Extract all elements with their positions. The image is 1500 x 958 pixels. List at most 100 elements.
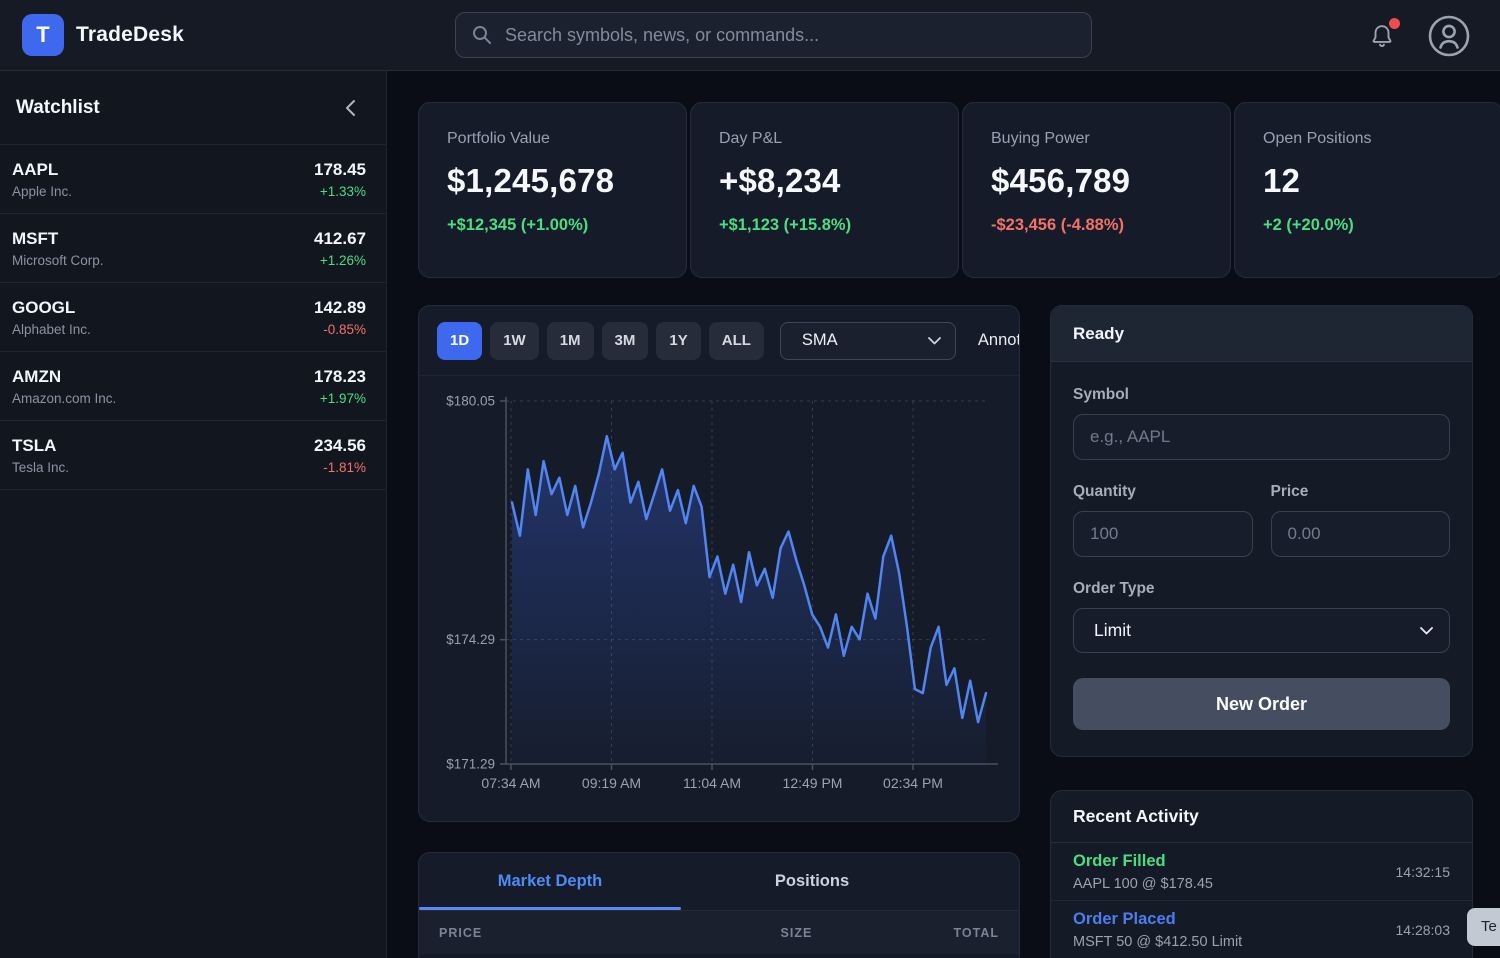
search-input[interactable] — [493, 24, 1091, 46]
chevron-down-icon — [1420, 626, 1433, 634]
company-name: Amazon.com Inc. — [12, 390, 117, 406]
stat-change: +$1,123 (+15.8%) — [719, 216, 852, 234]
chevron-down-icon — [928, 336, 941, 344]
range-button-1w[interactable]: 1W — [490, 321, 539, 360]
symbol: AMZN — [12, 366, 62, 386]
notification-badge — [1389, 17, 1400, 29]
company-name: Apple Inc. — [12, 183, 73, 199]
range-button-1m[interactable]: 1M — [546, 321, 594, 360]
column-total: TOTAL — [953, 925, 999, 940]
brand[interactable]: T TradeDesk — [22, 14, 184, 56]
svg-text:$171.29: $171.29 — [446, 757, 495, 772]
svg-text:$174.29: $174.29 — [446, 632, 495, 647]
symbol-input[interactable] — [1073, 414, 1450, 460]
symbol-label: Symbol — [1073, 386, 1129, 403]
company-name: Tesla Inc. — [12, 459, 70, 475]
symbol: TSLA — [12, 435, 57, 455]
stat-change: -$23,456 (-4.88%) — [991, 216, 1124, 234]
watchlist-item-tsla[interactable]: TSLA Tesla Inc. 234.56 -1.81% — [0, 421, 386, 490]
watchlist-item-amzn[interactable]: AMZN Amazon.com Inc. 178.23 +1.97% — [0, 352, 386, 421]
indicator-select-value: SMA — [801, 331, 838, 349]
price: 178.23 — [314, 366, 366, 386]
symbol: MSFT — [12, 228, 59, 248]
activity-item: Order Filled AAPL 100 @ $178.45 14:32:15 — [1051, 843, 1472, 901]
chart-toolbar: 1D 1W 1M 3M 1Y ALL SMA Annotate — [419, 306, 1019, 376]
notifications-button[interactable] — [1367, 17, 1400, 51]
stat-label: Portfolio Value — [447, 130, 550, 147]
price: 142.89 — [314, 297, 366, 317]
stats-row: Portfolio Value $1,245,678 +$12,345 (+1.… — [418, 102, 1500, 278]
svg-text:02:34 PM: 02:34 PM — [883, 775, 943, 791]
stat-value: 12 — [1263, 162, 1301, 199]
order-entry-card: Ready Symbol Quantity Price Order Type L… — [1050, 305, 1473, 757]
order-type-select[interactable]: Limit — [1073, 608, 1450, 653]
quantity-label: Quantity — [1073, 483, 1136, 500]
depth-table-header: PRICE SIZE TOTAL — [419, 910, 1019, 954]
svg-text:11:04 AM: 11:04 AM — [683, 775, 741, 791]
stat-value: +$8,234 — [719, 162, 841, 199]
range-button-1y[interactable]: 1Y — [656, 321, 701, 360]
stat-change: +2 (+20.0%) — [1263, 216, 1354, 234]
price-chart[interactable]: $180.05 $174.29 $171.29 07:34 AM 09:19 AM 11:… — [419, 376, 1020, 822]
new-order-button[interactable]: New Order — [1073, 678, 1450, 730]
chevron-left-icon — [346, 99, 355, 116]
stat-card-portfolio-value: Portfolio Value $1,245,678 +$12,345 (+1.… — [418, 102, 687, 278]
top-bar: T TradeDesk — [0, 0, 1500, 71]
search-bar — [455, 12, 1092, 58]
stat-value: $1,245,678 — [447, 162, 615, 199]
stat-card-buying-power: Buying Power $456,789 -$23,456 (-4.88%) — [962, 102, 1231, 278]
tab-market-depth[interactable]: Market Depth — [419, 853, 681, 910]
price-input[interactable] — [1270, 511, 1450, 557]
toast-sliver[interactable]: Te — [1467, 908, 1500, 946]
column-size: SIZE — [780, 925, 813, 940]
quantity-input[interactable] — [1073, 511, 1253, 557]
change: -1.81% — [323, 459, 366, 475]
column-price: PRICE — [439, 925, 483, 940]
bell-icon — [1372, 24, 1392, 47]
change: +1.97% — [319, 390, 366, 406]
main-content: Portfolio Value $1,245,678 +$12,345 (+1.… — [387, 71, 1500, 958]
user-avatar[interactable] — [1427, 14, 1471, 58]
price: 178.45 — [314, 159, 366, 179]
activity-item: Order Placed MSFT 50 @ $412.50 Limit 14:… — [1051, 901, 1472, 958]
change: +1.33% — [319, 183, 366, 199]
symbol: GOOGL — [12, 297, 76, 317]
watchlist-item-aapl[interactable]: AAPL Apple Inc. 178.45 +1.33% — [0, 145, 386, 214]
order-type-label: Order Type — [1073, 580, 1155, 597]
activity-status: Order Placed — [1073, 909, 1176, 928]
svg-text:09:19 AM: 09:19 AM — [582, 775, 641, 791]
change: -0.85% — [323, 321, 366, 337]
app-title: TradeDesk — [76, 23, 185, 46]
recent-activity-card: Recent Activity Order Filled AAPL 100 @ … — [1050, 790, 1473, 958]
stat-label: Open Positions — [1263, 130, 1372, 147]
range-button-1d[interactable]: 1D — [437, 321, 483, 360]
activity-time: 14:28:03 — [1395, 921, 1451, 938]
company-name: Microsoft Corp. — [12, 252, 104, 268]
watchlist-item-googl[interactable]: GOOGL Alphabet Inc. 142.89 -0.85% — [0, 283, 386, 352]
range-button-3m[interactable]: 3M — [601, 321, 649, 360]
stat-card-day-pnl: Day P&L +$8,234 +$1,123 (+15.8%) — [690, 102, 959, 278]
price-label: Price — [1270, 483, 1309, 500]
stat-change: +$12,345 (+1.00%) — [447, 216, 589, 234]
market-depth-card: Market Depth Positions PRICE SIZE TOTAL — [418, 852, 1020, 958]
search-icon — [473, 26, 491, 44]
indicator-select[interactable]: SMA — [779, 321, 956, 360]
svg-text:$180.05: $180.05 — [446, 394, 495, 409]
annotate-button[interactable]: Annotate — [977, 331, 1019, 349]
activity-status: Order Filled — [1073, 851, 1166, 870]
range-button-all[interactable]: ALL — [708, 321, 764, 360]
price: 234.56 — [314, 435, 366, 455]
stat-card-open-positions: Open Positions 12 +2 (+20.0%) — [1234, 102, 1500, 278]
stat-label: Buying Power — [991, 130, 1090, 147]
stat-value: $456,789 — [991, 162, 1131, 199]
watchlist-item-msft[interactable]: MSFT Microsoft Corp. 412.67 +1.26% — [0, 214, 386, 283]
tab-positions[interactable]: Positions — [774, 872, 850, 890]
order-status-badge: Ready — [1073, 323, 1125, 343]
stat-label: Day P&L — [719, 130, 783, 147]
symbol: AAPL — [12, 159, 59, 179]
watchlist-title: Watchlist — [16, 96, 100, 118]
recent-activity-title: Recent Activity — [1073, 806, 1199, 826]
app-logo-icon: T — [22, 14, 64, 56]
avatar-icon — [1428, 15, 1470, 56]
collapse-sidebar-button[interactable] — [340, 97, 362, 119]
